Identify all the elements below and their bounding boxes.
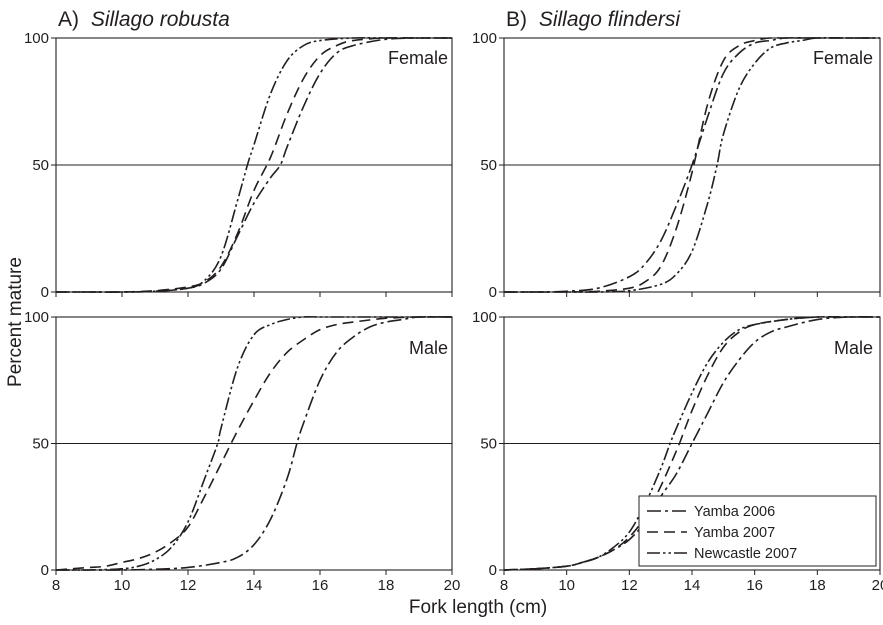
x-tick-label: 16: [746, 577, 763, 594]
legend-label-yamba-2007: Yamba 2007: [694, 525, 775, 541]
x-tick-label: 10: [114, 577, 131, 594]
x-tick-label: 16: [312, 577, 329, 594]
x-tick-label: 12: [621, 577, 638, 594]
series-line-yamba-2007: [56, 37, 452, 293]
y-tick-label: 50: [480, 436, 497, 453]
x-tick-label: 18: [809, 577, 826, 594]
y-tick-label: 100: [472, 309, 497, 326]
panel-a-species: Sillago robusta: [91, 8, 230, 31]
plot-frame: [55, 316, 453, 571]
panel-robusta-male: 0 50 100 8 10 12 14 16 18 20 Male: [24, 309, 460, 594]
y-tick-label: 100: [24, 30, 49, 47]
panel-b-letter: B): [506, 8, 527, 31]
panel-b-title: B) Sillago flindersi: [506, 8, 681, 31]
panel-a-letter: A): [58, 8, 79, 31]
sex-label-male: Male: [409, 338, 448, 358]
x-tick-label: 18: [378, 577, 395, 594]
sex-label-male: Male: [834, 338, 873, 358]
legend-label-yamba-2006: Yamba 2006: [694, 504, 775, 520]
panel-a-title: A) Sillago robusta: [58, 8, 230, 31]
y-tick-label: 50: [480, 157, 497, 174]
y-tick-label: 50: [32, 436, 49, 453]
panel-flindersi-female: 0 50 100 Female: [472, 30, 881, 301]
y-tick-label: 100: [24, 309, 49, 326]
sex-label-female: Female: [388, 48, 448, 68]
x-tick-label: 10: [558, 577, 575, 594]
plot-frame: [55, 37, 453, 293]
panel-robusta-female: 0 50 100 Female: [24, 30, 453, 301]
y-tick-label: 50: [32, 157, 49, 174]
x-tick-label: 14: [246, 577, 263, 594]
x-tick-label: 20: [872, 577, 883, 594]
series-line-yamba-2006: [56, 37, 452, 293]
x-tick-label: 8: [52, 577, 60, 594]
panel-flindersi-male: 0 50 100 8 10 12 14 16 18 20 Male: [472, 309, 883, 594]
x-tick-label: 8: [500, 577, 508, 594]
series-line-newcastle-2007: [504, 316, 880, 571]
legend: Yamba 2006 Yamba 2007 Newcastle 2007: [638, 495, 877, 567]
x-axis-label: Fork length (cm): [409, 597, 547, 618]
series-line-yamba-2006: [56, 316, 452, 571]
y-tick-label: 0: [489, 562, 497, 579]
plot-frame: [503, 37, 881, 293]
panel-b-species: Sillago flindersi: [539, 8, 682, 31]
y-tick-label: 100: [472, 30, 497, 47]
sex-label-female: Female: [813, 48, 873, 68]
series-line-yamba-2007: [56, 316, 452, 571]
legend-box: [638, 495, 877, 567]
y-tick-label: 0: [41, 562, 49, 579]
y-tick-label: 0: [41, 284, 49, 301]
x-tick-label: 20: [444, 577, 461, 594]
y-tick-label: 0: [489, 284, 497, 301]
x-tick-label: 14: [684, 577, 701, 594]
y-axis-label: Percent mature: [5, 257, 26, 387]
x-tick-label: 12: [180, 577, 197, 594]
series-line-newcastle-2007: [56, 316, 452, 571]
legend-label-newcastle-2007: Newcastle 2007: [694, 546, 797, 562]
plot-frame: [503, 316, 881, 571]
series-line-yamba-2006: [504, 316, 880, 571]
